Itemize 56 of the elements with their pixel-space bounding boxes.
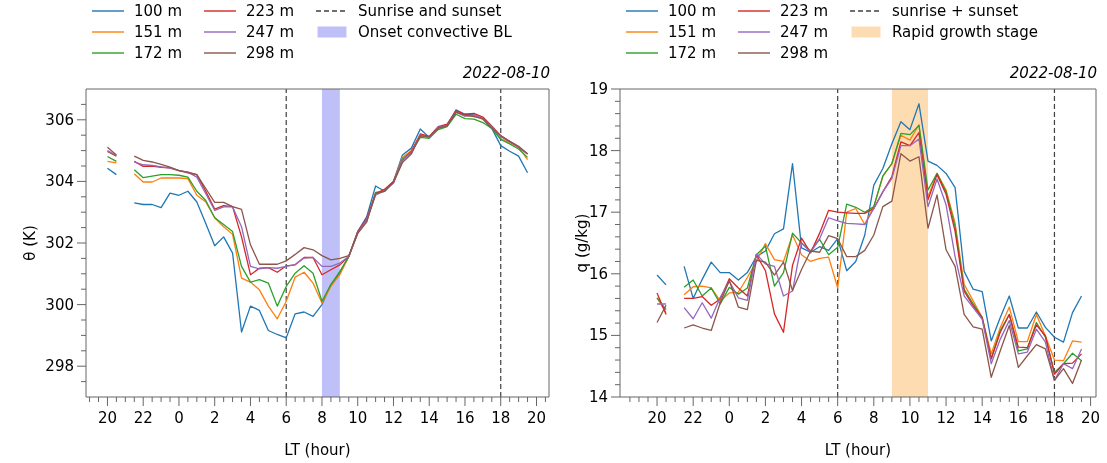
y-tick-label: 19 xyxy=(588,80,608,98)
legend-label: 151 m xyxy=(134,22,183,41)
x-axis-title: LT (hour) xyxy=(284,441,351,459)
x-tick-label: 20 xyxy=(526,409,547,427)
x-tick-label: 14 xyxy=(419,409,439,427)
x-tick-label: 20 xyxy=(97,409,117,427)
legend-label: 223 m xyxy=(780,1,829,20)
x-tick-label: 8 xyxy=(317,409,327,427)
y-tick-label: 300 xyxy=(45,295,74,314)
y-tick-label: 298 xyxy=(45,357,74,376)
y-tick-label: 306 xyxy=(45,110,74,129)
x-tick-label: 2 xyxy=(209,409,220,427)
y-tick-label: 18 xyxy=(588,141,608,160)
y-tick-label: 15 xyxy=(588,326,608,345)
legend-label: 172 m xyxy=(668,43,717,62)
legend-label: 100 m xyxy=(668,1,717,20)
x-tick-label: 12 xyxy=(936,409,956,427)
y-tick-label: 302 xyxy=(45,234,74,252)
x-tick-label: 22 xyxy=(133,409,153,427)
legend-label: 298 m xyxy=(780,43,829,62)
x-tick-label: 6 xyxy=(832,409,843,427)
x-tick-label: 14 xyxy=(972,409,992,427)
y-axis-title: θ (K) xyxy=(21,225,40,261)
x-tick-label: 20 xyxy=(647,409,667,427)
x-tick-label: 18 xyxy=(1044,409,1064,427)
legend-label: Rapid growth stage xyxy=(892,22,1038,41)
x-tick-label: 2 xyxy=(760,409,771,427)
x-axis-title: LT (hour) xyxy=(824,441,892,459)
x-tick-label: 16 xyxy=(1008,409,1028,427)
text: 2022-08-10 xyxy=(462,64,550,82)
x-tick-label: 10 xyxy=(900,409,920,427)
x-tick-label: 16 xyxy=(455,409,475,427)
y-tick-label: 304 xyxy=(45,172,74,191)
x-tick-label: 0 xyxy=(724,409,735,427)
x-tick-label: 6 xyxy=(281,409,291,427)
x-tick-label: 4 xyxy=(796,409,807,427)
x-tick-label: 0 xyxy=(174,409,184,427)
x-tick-label: 20 xyxy=(1081,409,1101,427)
x-tick-label: 18 xyxy=(491,409,511,427)
legend-label: 100 m xyxy=(134,1,183,20)
x-tick-label: 8 xyxy=(869,409,879,427)
y-tick-label: 14 xyxy=(588,388,608,406)
legend-label: Sunrise and sunset xyxy=(358,1,502,20)
x-tick-label: 22 xyxy=(683,409,703,427)
legend-label: 151 m xyxy=(668,22,717,41)
legend-label: 247 m xyxy=(246,22,295,41)
legend-label: 247 m xyxy=(780,22,829,41)
legend-label: 298 m xyxy=(246,43,295,62)
x-tick-label: 12 xyxy=(383,409,404,427)
x-tick-label: 10 xyxy=(348,409,368,427)
text: 2022-08-10 xyxy=(1009,64,1097,82)
legend-label: Onset convective BL xyxy=(358,22,512,41)
x-tick-label: 4 xyxy=(245,409,256,427)
legend-label: 172 m xyxy=(134,43,183,62)
legend-label: sunrise + sunset xyxy=(892,1,1019,20)
legend-label: 223 m xyxy=(246,1,295,20)
